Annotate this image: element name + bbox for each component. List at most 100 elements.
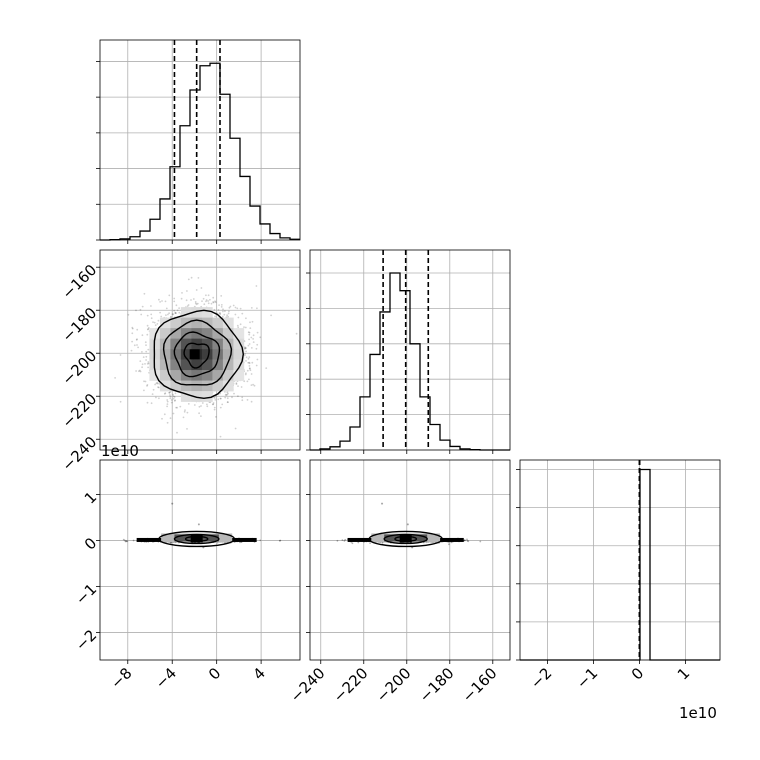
scatter-point <box>170 316 172 318</box>
scatter-point <box>236 324 239 327</box>
scatter-point <box>166 400 169 403</box>
scatter-point <box>146 401 149 404</box>
density-cell <box>170 328 182 339</box>
scatter-point <box>213 406 216 409</box>
scatter-point <box>222 308 224 311</box>
contour-1 <box>173 533 220 545</box>
scatter-point <box>250 307 253 309</box>
density-cell <box>159 328 171 339</box>
scatter-point <box>241 396 244 399</box>
panel-2-0: −8 −4 0 4−2−101 <box>72 459 301 692</box>
frame-1-0 <box>99 249 301 451</box>
scatter-point <box>214 301 217 304</box>
ytick-label-row1-4: −160 <box>59 261 101 303</box>
scatter-point <box>166 405 169 408</box>
density-cell <box>180 380 192 392</box>
scatter-point <box>243 326 245 328</box>
scatter-point <box>213 308 216 311</box>
scatter-point <box>279 539 282 542</box>
density-cell <box>170 317 182 329</box>
scatter-point <box>202 297 205 300</box>
scatter-point <box>206 405 209 408</box>
scatter-point <box>237 385 239 387</box>
scatter-point <box>141 351 143 353</box>
scatter-point <box>169 397 172 400</box>
scatter-point <box>169 395 172 398</box>
scatter-point <box>170 316 172 318</box>
scatter-point <box>234 313 237 316</box>
scatter-point <box>125 540 128 543</box>
xtick-label-col1-0: −240 <box>287 664 329 706</box>
scatter-point <box>158 298 160 301</box>
xtick-label-col1-3: −180 <box>416 664 458 706</box>
scatter-point <box>135 309 137 312</box>
scatter-point <box>201 402 204 404</box>
scatter-point <box>227 392 229 395</box>
density-cell <box>170 359 182 371</box>
scatter-point <box>234 306 237 309</box>
scatter-point <box>141 366 144 369</box>
scatter-point <box>219 313 222 316</box>
scatter-point <box>144 341 147 344</box>
scatter-point <box>146 314 149 317</box>
scatter-point <box>220 304 223 306</box>
scatter-point <box>135 339 138 341</box>
scatter-point <box>341 539 344 541</box>
scatter-point <box>173 309 176 312</box>
scatter-point <box>174 399 177 402</box>
scatter-point <box>249 369 252 372</box>
scatter-point <box>222 310 224 313</box>
scatter-point <box>126 540 129 543</box>
scatter-point <box>252 338 255 340</box>
density-cell <box>212 380 224 392</box>
scatter-point <box>166 399 169 401</box>
scatter-point <box>198 405 201 408</box>
scatter-point <box>136 328 139 331</box>
scatter-point <box>114 377 116 379</box>
scatter-point <box>245 356 248 359</box>
density-cell <box>180 349 192 360</box>
density-peak <box>190 534 203 543</box>
scatter-point <box>175 312 177 315</box>
scatter-point <box>212 403 215 406</box>
scatter-point <box>234 427 237 430</box>
scatter-point <box>246 369 249 372</box>
scatter-point <box>139 360 142 362</box>
scatter-point <box>252 341 255 343</box>
scatter-point <box>231 396 233 399</box>
contour-3 <box>183 342 210 369</box>
scatter-point <box>155 382 158 385</box>
density-cell <box>159 370 171 381</box>
scatter-point <box>219 435 222 438</box>
frame-2-2 <box>519 459 721 661</box>
scatter-point <box>145 344 147 346</box>
scatter-point <box>163 393 166 395</box>
offset-label-col3-x: 1e10 <box>679 704 717 722</box>
scatter-point <box>154 324 157 327</box>
scatter-point <box>146 384 149 386</box>
scatter-point <box>136 344 138 346</box>
scatter-point <box>214 315 217 318</box>
scatter-point <box>164 392 167 395</box>
scatter-point <box>168 391 171 394</box>
density-cell <box>201 380 213 392</box>
scatter-point <box>132 539 135 542</box>
scatter-point <box>159 311 162 314</box>
scatter-point <box>138 369 141 372</box>
scatter-point <box>186 411 189 414</box>
scatter-point <box>219 392 222 395</box>
scatter-point <box>248 361 251 364</box>
scatter-point <box>205 299 208 301</box>
density-peak <box>399 534 412 543</box>
scatter-point <box>226 401 229 403</box>
scatter-point <box>186 290 188 292</box>
scatter-point <box>131 332 134 335</box>
scatter-point <box>200 415 202 417</box>
density-cell <box>233 328 245 339</box>
frame-2-0 <box>99 459 301 661</box>
scatter-point <box>195 303 198 306</box>
density-cell <box>233 338 245 350</box>
scatter-point <box>172 313 175 316</box>
scatter-point <box>239 307 242 310</box>
scatter-point <box>140 313 143 316</box>
